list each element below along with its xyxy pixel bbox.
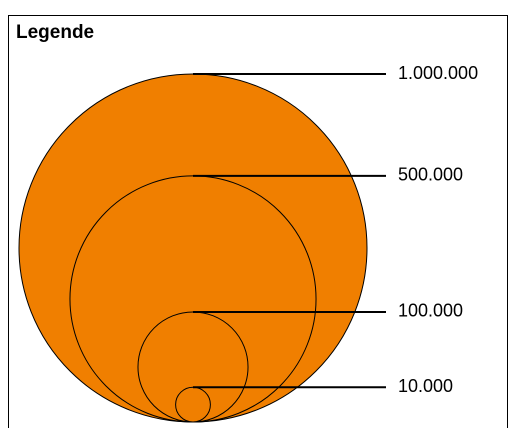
legend-label: 500.000 — [398, 165, 463, 185]
legend-label: 10.000 — [398, 376, 453, 396]
legend-label: 100.000 — [398, 301, 463, 321]
legend-title: Legende — [16, 22, 94, 43]
proportional-circle — [175, 386, 211, 423]
legend-label: 1.000.000 — [398, 63, 478, 83]
